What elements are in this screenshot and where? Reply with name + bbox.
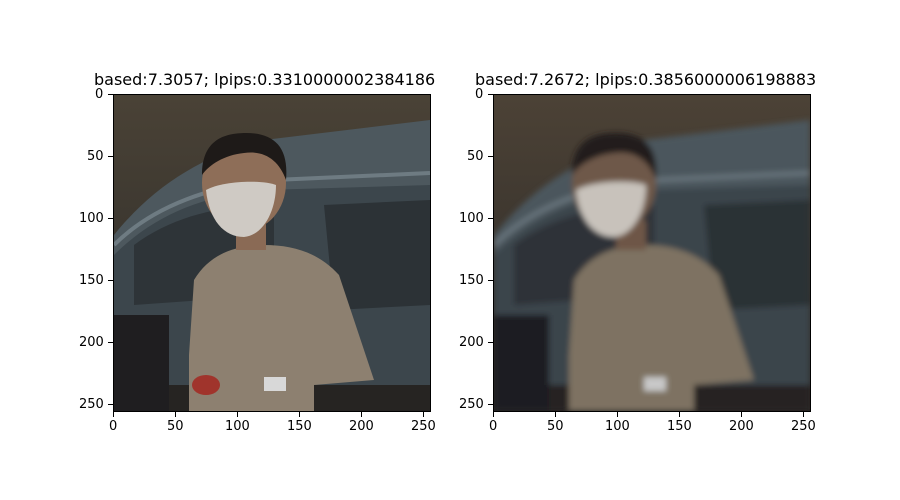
left-x-tick: 50 xyxy=(167,419,184,434)
right-y-tick: 250 xyxy=(459,397,484,412)
right-image-svg xyxy=(494,95,810,411)
left-x-tick: 250 xyxy=(411,419,436,434)
left-panel-title: based:7.3057; lpips:0.3310000002384186 xyxy=(94,70,436,89)
left-x-tick: 150 xyxy=(287,419,312,434)
right-y-tick: 50 xyxy=(467,149,484,164)
right-x-tick: 0 xyxy=(489,419,498,434)
left-y-tick: 150 xyxy=(79,273,104,288)
left-x-tick: 200 xyxy=(349,419,374,434)
right-x-tick: 150 xyxy=(667,419,692,434)
right-x-tick: 200 xyxy=(729,419,754,434)
left-x-tick: 0 xyxy=(109,419,118,434)
right-panel-title: based:7.2672; lpips:0.3856000006198883 xyxy=(475,70,817,89)
right-y-tick: 100 xyxy=(459,211,484,226)
right-y-tick: 0 xyxy=(475,87,484,102)
left-y-tick: 100 xyxy=(79,211,104,226)
left-y-tick: 0 xyxy=(95,87,104,102)
right-y-tick: 200 xyxy=(459,335,484,350)
left-y-tick: 250 xyxy=(79,397,104,412)
left-image-svg xyxy=(114,95,430,411)
left-image xyxy=(113,94,431,412)
left-y-tick: 50 xyxy=(87,149,104,164)
right-image xyxy=(493,94,811,412)
right-x-tick: 50 xyxy=(547,419,564,434)
left-x-tick: 100 xyxy=(225,419,250,434)
left-y-tick: 200 xyxy=(79,335,104,350)
right-x-tick: 100 xyxy=(605,419,630,434)
right-x-tick: 250 xyxy=(791,419,816,434)
right-y-tick: 150 xyxy=(459,273,484,288)
